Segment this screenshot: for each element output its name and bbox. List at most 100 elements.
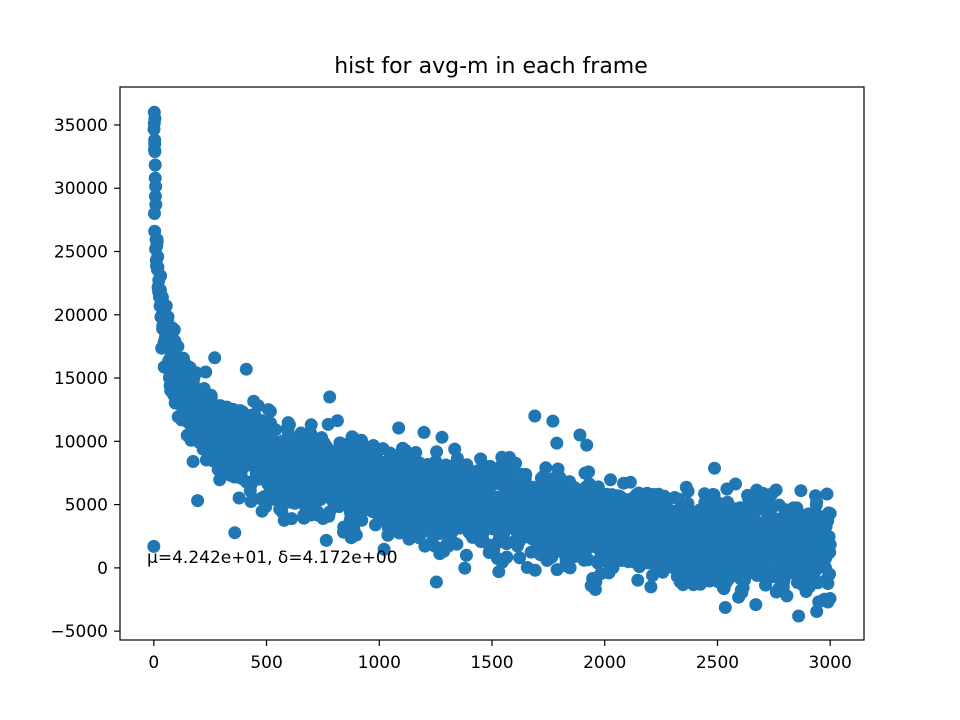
scatter-point — [450, 451, 464, 465]
axes-frame — [119, 86, 865, 641]
scatter-point — [355, 513, 369, 527]
y-tick-label: 15000 — [54, 369, 108, 389]
x-tick-label: 2500 — [696, 653, 739, 673]
scatter-point — [580, 438, 594, 452]
y-tick-label: −5000 — [50, 622, 108, 642]
scatter-point — [644, 580, 658, 594]
scatter-point — [509, 456, 523, 470]
scatter-point — [191, 494, 205, 508]
scatter-point — [563, 561, 577, 575]
scatter-point — [450, 537, 464, 551]
y-tick-label: 25000 — [54, 243, 108, 263]
scatter-point — [631, 573, 645, 587]
y-tick-label: 20000 — [54, 306, 108, 326]
scatter-point — [349, 528, 363, 542]
plot-area — [147, 70, 837, 623]
scatter-point — [780, 589, 794, 603]
scatter-point — [186, 455, 200, 468]
scatter-point — [285, 512, 299, 526]
scatter-point — [769, 483, 783, 497]
scatter-point — [161, 310, 175, 324]
scatter-point — [500, 550, 514, 564]
scatter-point — [148, 112, 162, 126]
scatter-point — [458, 561, 472, 575]
scatter-point — [623, 475, 637, 489]
scatter-point — [149, 242, 163, 256]
scatter-point — [706, 488, 720, 501]
scatter-point — [148, 224, 162, 238]
scatter-point — [147, 539, 161, 553]
chart-title: hist for avg-m in each frame — [334, 54, 648, 79]
scatter-point — [228, 526, 242, 540]
scatter-point — [148, 171, 162, 185]
scatter-point — [582, 465, 596, 479]
scatter-point — [821, 595, 835, 609]
scatter-point — [251, 399, 265, 413]
scatter-point — [409, 446, 423, 459]
scatter-point — [232, 491, 246, 505]
scatter-point — [239, 362, 253, 376]
scatter-point — [167, 323, 181, 337]
scatter-point — [792, 609, 806, 623]
scatter-point — [159, 299, 173, 313]
scatter-point — [823, 507, 837, 520]
scatter-point — [810, 495, 824, 509]
scatter-point — [148, 207, 161, 220]
scatter-point — [199, 365, 213, 379]
scatter-point — [269, 423, 283, 437]
scatter-point — [189, 366, 203, 380]
scatter-point — [147, 70, 160, 83]
scatter-point — [823, 538, 837, 552]
scatter-point — [417, 425, 431, 439]
scatter-point — [483, 459, 497, 473]
scatter-point — [492, 565, 506, 579]
y-tick-label: 0 — [97, 559, 108, 579]
scatter-point — [208, 351, 222, 365]
scatter-point — [513, 551, 527, 565]
scatter-point — [553, 470, 567, 484]
y-axis: −5000 0 5000 10000 15000 20000 25000 30000 35000 — [50, 116, 120, 642]
x-tick-label: 1500 — [470, 653, 513, 673]
scatter-point — [519, 467, 533, 481]
y-tick-label: 30000 — [54, 179, 108, 199]
scatter-point — [823, 567, 836, 581]
x-tick-label: 1000 — [358, 653, 401, 673]
x-tick-label: 3000 — [809, 653, 852, 673]
scatter-point — [213, 473, 227, 487]
scatter-point — [323, 390, 337, 404]
scatter-point — [435, 430, 449, 444]
scatter-point — [546, 414, 560, 428]
scatter-point — [681, 484, 695, 498]
scatter-point — [377, 542, 391, 556]
scatter-point — [749, 598, 763, 612]
scatter-point — [718, 601, 732, 614]
scatter-point — [392, 526, 406, 540]
scatter-point — [820, 487, 834, 501]
scatter-point — [550, 436, 564, 450]
x-tick-label: 500 — [250, 653, 282, 673]
scatter-point — [429, 575, 443, 589]
scatter-point — [148, 137, 162, 151]
scatter-point — [528, 563, 542, 577]
y-tick-label: 10000 — [54, 432, 108, 452]
x-axis: 0 500 1000 1500 2000 2500 3000 — [148, 640, 852, 673]
scatter-point — [304, 418, 318, 432]
x-tick-label: 0 — [148, 653, 159, 673]
scatter-point — [708, 461, 721, 475]
scatter-point — [539, 461, 553, 475]
scatter-point — [528, 409, 542, 423]
scatter-point — [459, 548, 473, 562]
scatter-point — [171, 340, 185, 353]
scatter-point — [392, 421, 406, 435]
stats-annotation: μ=4.242e+01, δ=4.172e+00 — [147, 548, 398, 568]
scatter-point — [729, 477, 742, 491]
scatter-point — [604, 473, 617, 487]
scatter-point — [794, 484, 808, 498]
scatter-point — [573, 428, 587, 442]
x-tick-label: 2000 — [583, 653, 626, 673]
scatter-point — [148, 158, 162, 172]
scatter-point — [430, 445, 444, 459]
scatter-point — [584, 579, 598, 593]
scatter-point — [330, 414, 344, 428]
